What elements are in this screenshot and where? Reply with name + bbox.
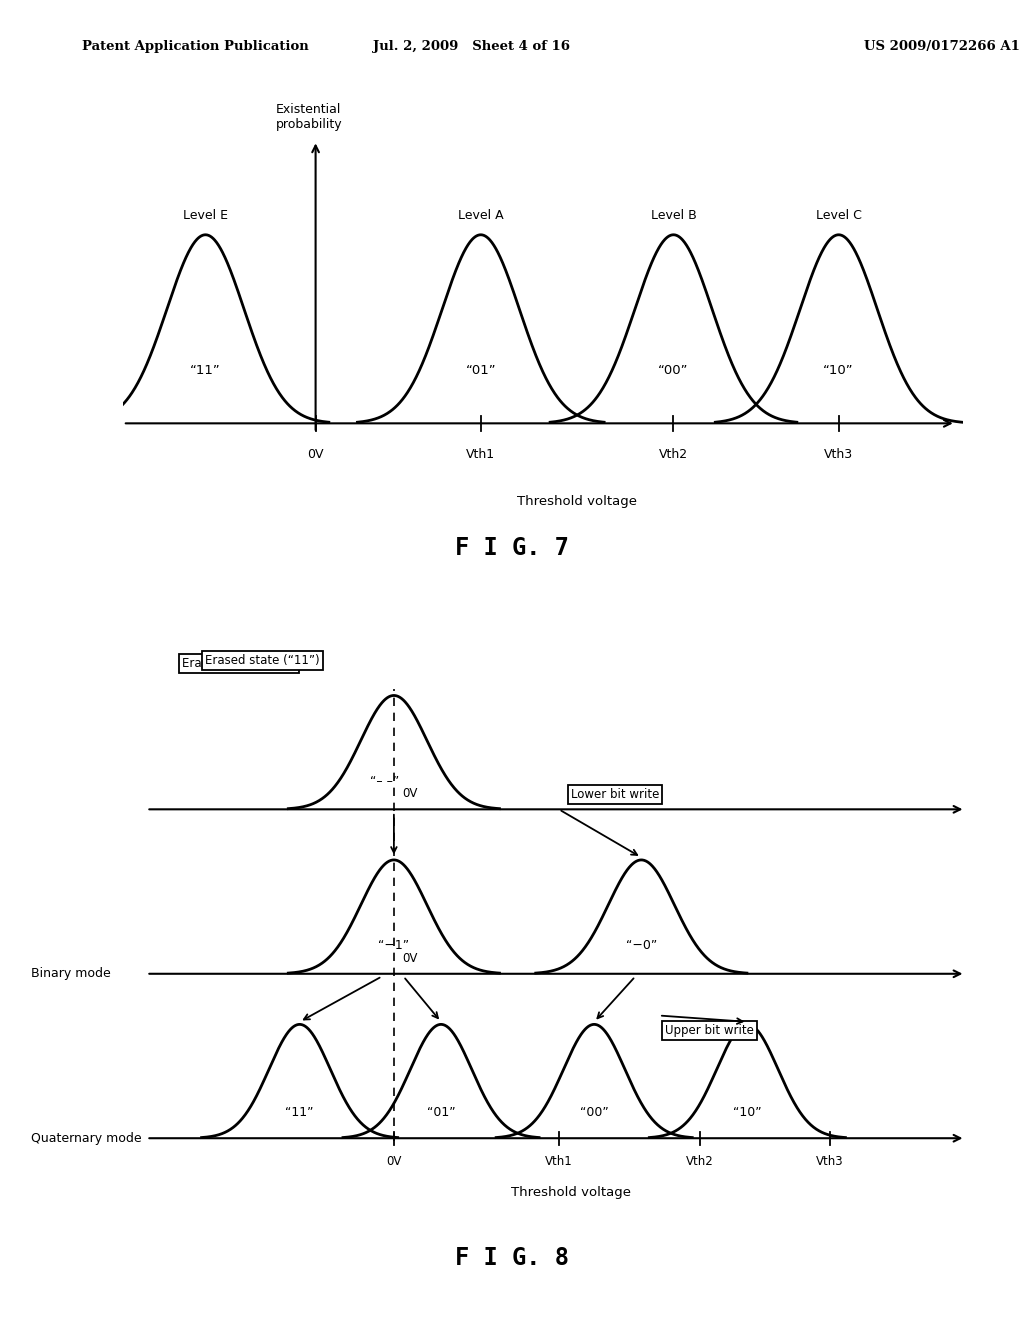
Text: “11”: “11” — [190, 364, 221, 378]
Text: Vth2: Vth2 — [658, 447, 688, 461]
Text: “01”: “01” — [466, 364, 496, 378]
Text: “10”: “10” — [733, 1106, 762, 1119]
Text: Erased state (“11”): Erased state (“11”) — [206, 653, 319, 667]
Text: Vth3: Vth3 — [816, 1155, 844, 1168]
Text: “11”: “11” — [286, 1106, 314, 1119]
Text: “00”: “00” — [580, 1106, 608, 1119]
Text: Threshold voltage: Threshold voltage — [511, 1187, 631, 1200]
Text: 0V: 0V — [402, 952, 418, 965]
Text: Vth1: Vth1 — [545, 1155, 572, 1168]
Text: Vth3: Vth3 — [824, 447, 853, 461]
Text: Level E: Level E — [183, 209, 228, 222]
Text: Erased state (“11”): Erased state (“11”) — [182, 657, 296, 671]
Text: Existential
probability: Existential probability — [275, 103, 342, 131]
Text: “−0”: “−0” — [626, 940, 657, 953]
Text: Vth1: Vth1 — [466, 447, 496, 461]
Text: Patent Application Publication: Patent Application Publication — [82, 40, 308, 53]
Text: Quaternary mode: Quaternary mode — [31, 1131, 141, 1144]
Text: Binary mode: Binary mode — [31, 968, 111, 981]
Text: 0V: 0V — [386, 1155, 401, 1168]
Text: Level C: Level C — [816, 209, 861, 222]
Text: Jul. 2, 2009   Sheet 4 of 16: Jul. 2, 2009 Sheet 4 of 16 — [373, 40, 569, 53]
Text: F I G. 7: F I G. 7 — [455, 536, 569, 560]
Text: F I G. 8: F I G. 8 — [455, 1246, 569, 1270]
Text: “01”: “01” — [427, 1106, 456, 1119]
Text: Level A: Level A — [458, 209, 504, 222]
Text: Threshold voltage: Threshold voltage — [517, 495, 637, 508]
Text: “10”: “10” — [823, 364, 854, 378]
Text: Vth2: Vth2 — [686, 1155, 714, 1168]
Text: “00”: “00” — [658, 364, 689, 378]
Text: Lower bit write: Lower bit write — [570, 788, 659, 801]
Text: US 2009/0172266 A1: US 2009/0172266 A1 — [864, 40, 1020, 53]
Text: Upper bit write: Upper bit write — [665, 1024, 754, 1038]
Text: 0V: 0V — [402, 788, 418, 800]
Text: “−1”: “−1” — [378, 940, 410, 953]
Text: “– –”: “– –” — [370, 775, 399, 788]
Text: Level B: Level B — [650, 209, 696, 222]
Text: 0V: 0V — [307, 447, 324, 461]
